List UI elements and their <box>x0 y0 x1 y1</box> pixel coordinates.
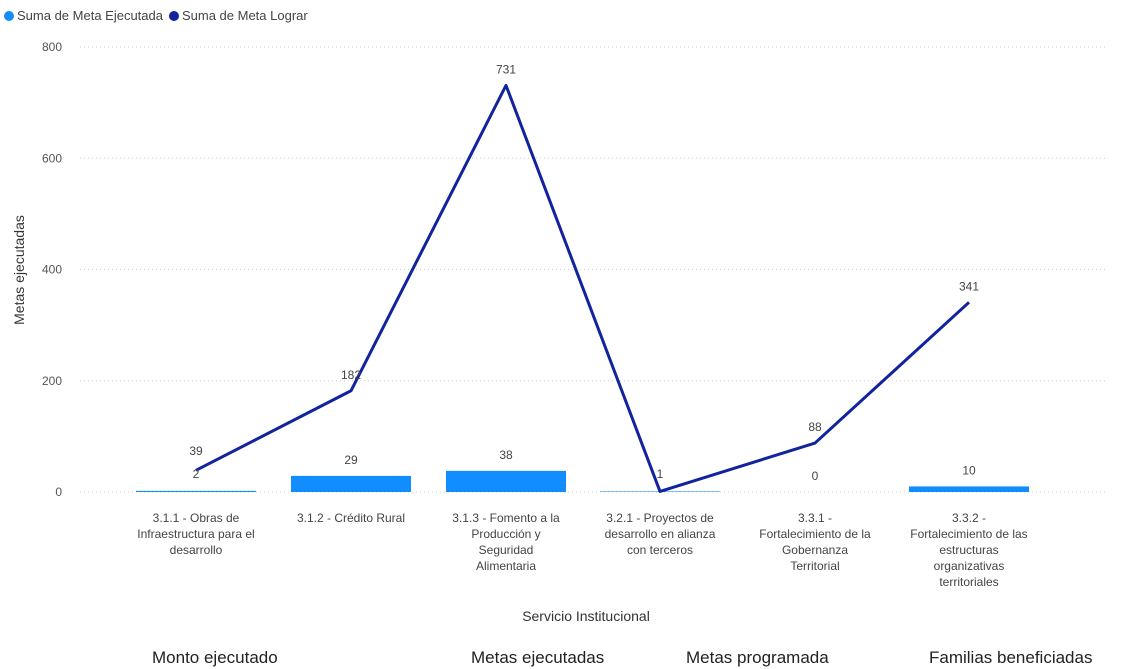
line-series <box>195 83 971 493</box>
card-title-metas-ejecutadas: Metas ejecutadas <box>471 648 605 667</box>
x-tick-label: territoriales <box>939 575 998 589</box>
x-tick-label: 3.3.2 - <box>952 511 986 525</box>
card-title-metas-programada: Metas programada <box>686 648 829 667</box>
x-tick-label: Alimentaria <box>476 559 536 573</box>
bar-data-label: 2 <box>193 467 200 481</box>
bar[interactable] <box>136 490 256 492</box>
x-tick-label: Producción y <box>471 527 540 541</box>
x-tick-label: con terceros <box>627 543 693 557</box>
line-data-label: 731 <box>496 62 516 76</box>
chart-legend: Suma de Meta Ejecutada Suma de Meta Logr… <box>4 8 308 23</box>
bar[interactable] <box>446 470 566 492</box>
x-tick-label: 3.2.1 - Proyectos de <box>606 511 714 525</box>
legend-swatch-ejecutada <box>4 10 14 21</box>
card-title-familias: Familias beneficiadas <box>929 648 1093 667</box>
x-tick-label: Gobernanza <box>782 543 848 557</box>
bar-data-label: 38 <box>499 448 513 462</box>
bar[interactable] <box>909 486 1029 492</box>
x-tick-label: 3.1.3 - Fomento a la <box>452 511 560 525</box>
y-tick-label: 600 <box>42 151 62 165</box>
y-tick-label: 400 <box>42 263 62 277</box>
bar-data-label: 0 <box>812 469 819 483</box>
line-data-label: 182 <box>341 368 361 382</box>
bar-data-label: 29 <box>344 453 358 467</box>
x-tick-label: Infraestructura para el <box>137 527 254 541</box>
line-data-label: 341 <box>959 279 979 293</box>
x-axis-title: Servicio Institucional <box>522 608 650 624</box>
bar[interactable] <box>291 475 411 492</box>
y-axis-title: Metas ejecutadas <box>11 215 27 325</box>
x-tick-label: Territorial <box>790 559 839 573</box>
x-tick-label: organizativas <box>934 559 1005 573</box>
x-tick-label: 3.3.1 - <box>798 511 832 525</box>
y-tick-label: 0 <box>55 485 62 499</box>
x-tick-label: desarrollo en alianza <box>605 527 716 541</box>
bar-data-label: 1 <box>657 467 664 481</box>
bar-data-label: 10 <box>962 463 976 477</box>
y-tick-label: 800 <box>42 40 62 54</box>
x-tick-label: estructuras <box>939 543 998 557</box>
legend-label-lograr: Suma de Meta Lograr <box>181 8 308 23</box>
card-title-monto: Monto ejecutado <box>152 648 278 667</box>
line-data-label: 39 <box>189 444 203 458</box>
legend-label-ejecutada: Suma de Meta Ejecutada <box>17 8 163 23</box>
x-tick-label: desarrollo <box>170 543 223 557</box>
legend-item-lograr[interactable]: Suma de Meta Lograr <box>168 8 308 23</box>
y-tick-label: 200 <box>42 374 62 388</box>
x-tick-label: Seguridad <box>479 543 534 557</box>
x-tick-label: Fortalecimiento de las <box>910 527 1027 541</box>
line-data-label: 88 <box>808 420 822 434</box>
legend-item-ejecutada[interactable]: Suma de Meta Ejecutada <box>4 8 163 23</box>
x-tick-label: 3.1.1 - Obras de <box>153 511 240 525</box>
legend-swatch-lograr <box>168 10 179 21</box>
x-tick-label: Fortalecimiento de la <box>759 527 871 541</box>
x-tick-label: 3.1.2 - Crédito Rural <box>297 511 405 525</box>
